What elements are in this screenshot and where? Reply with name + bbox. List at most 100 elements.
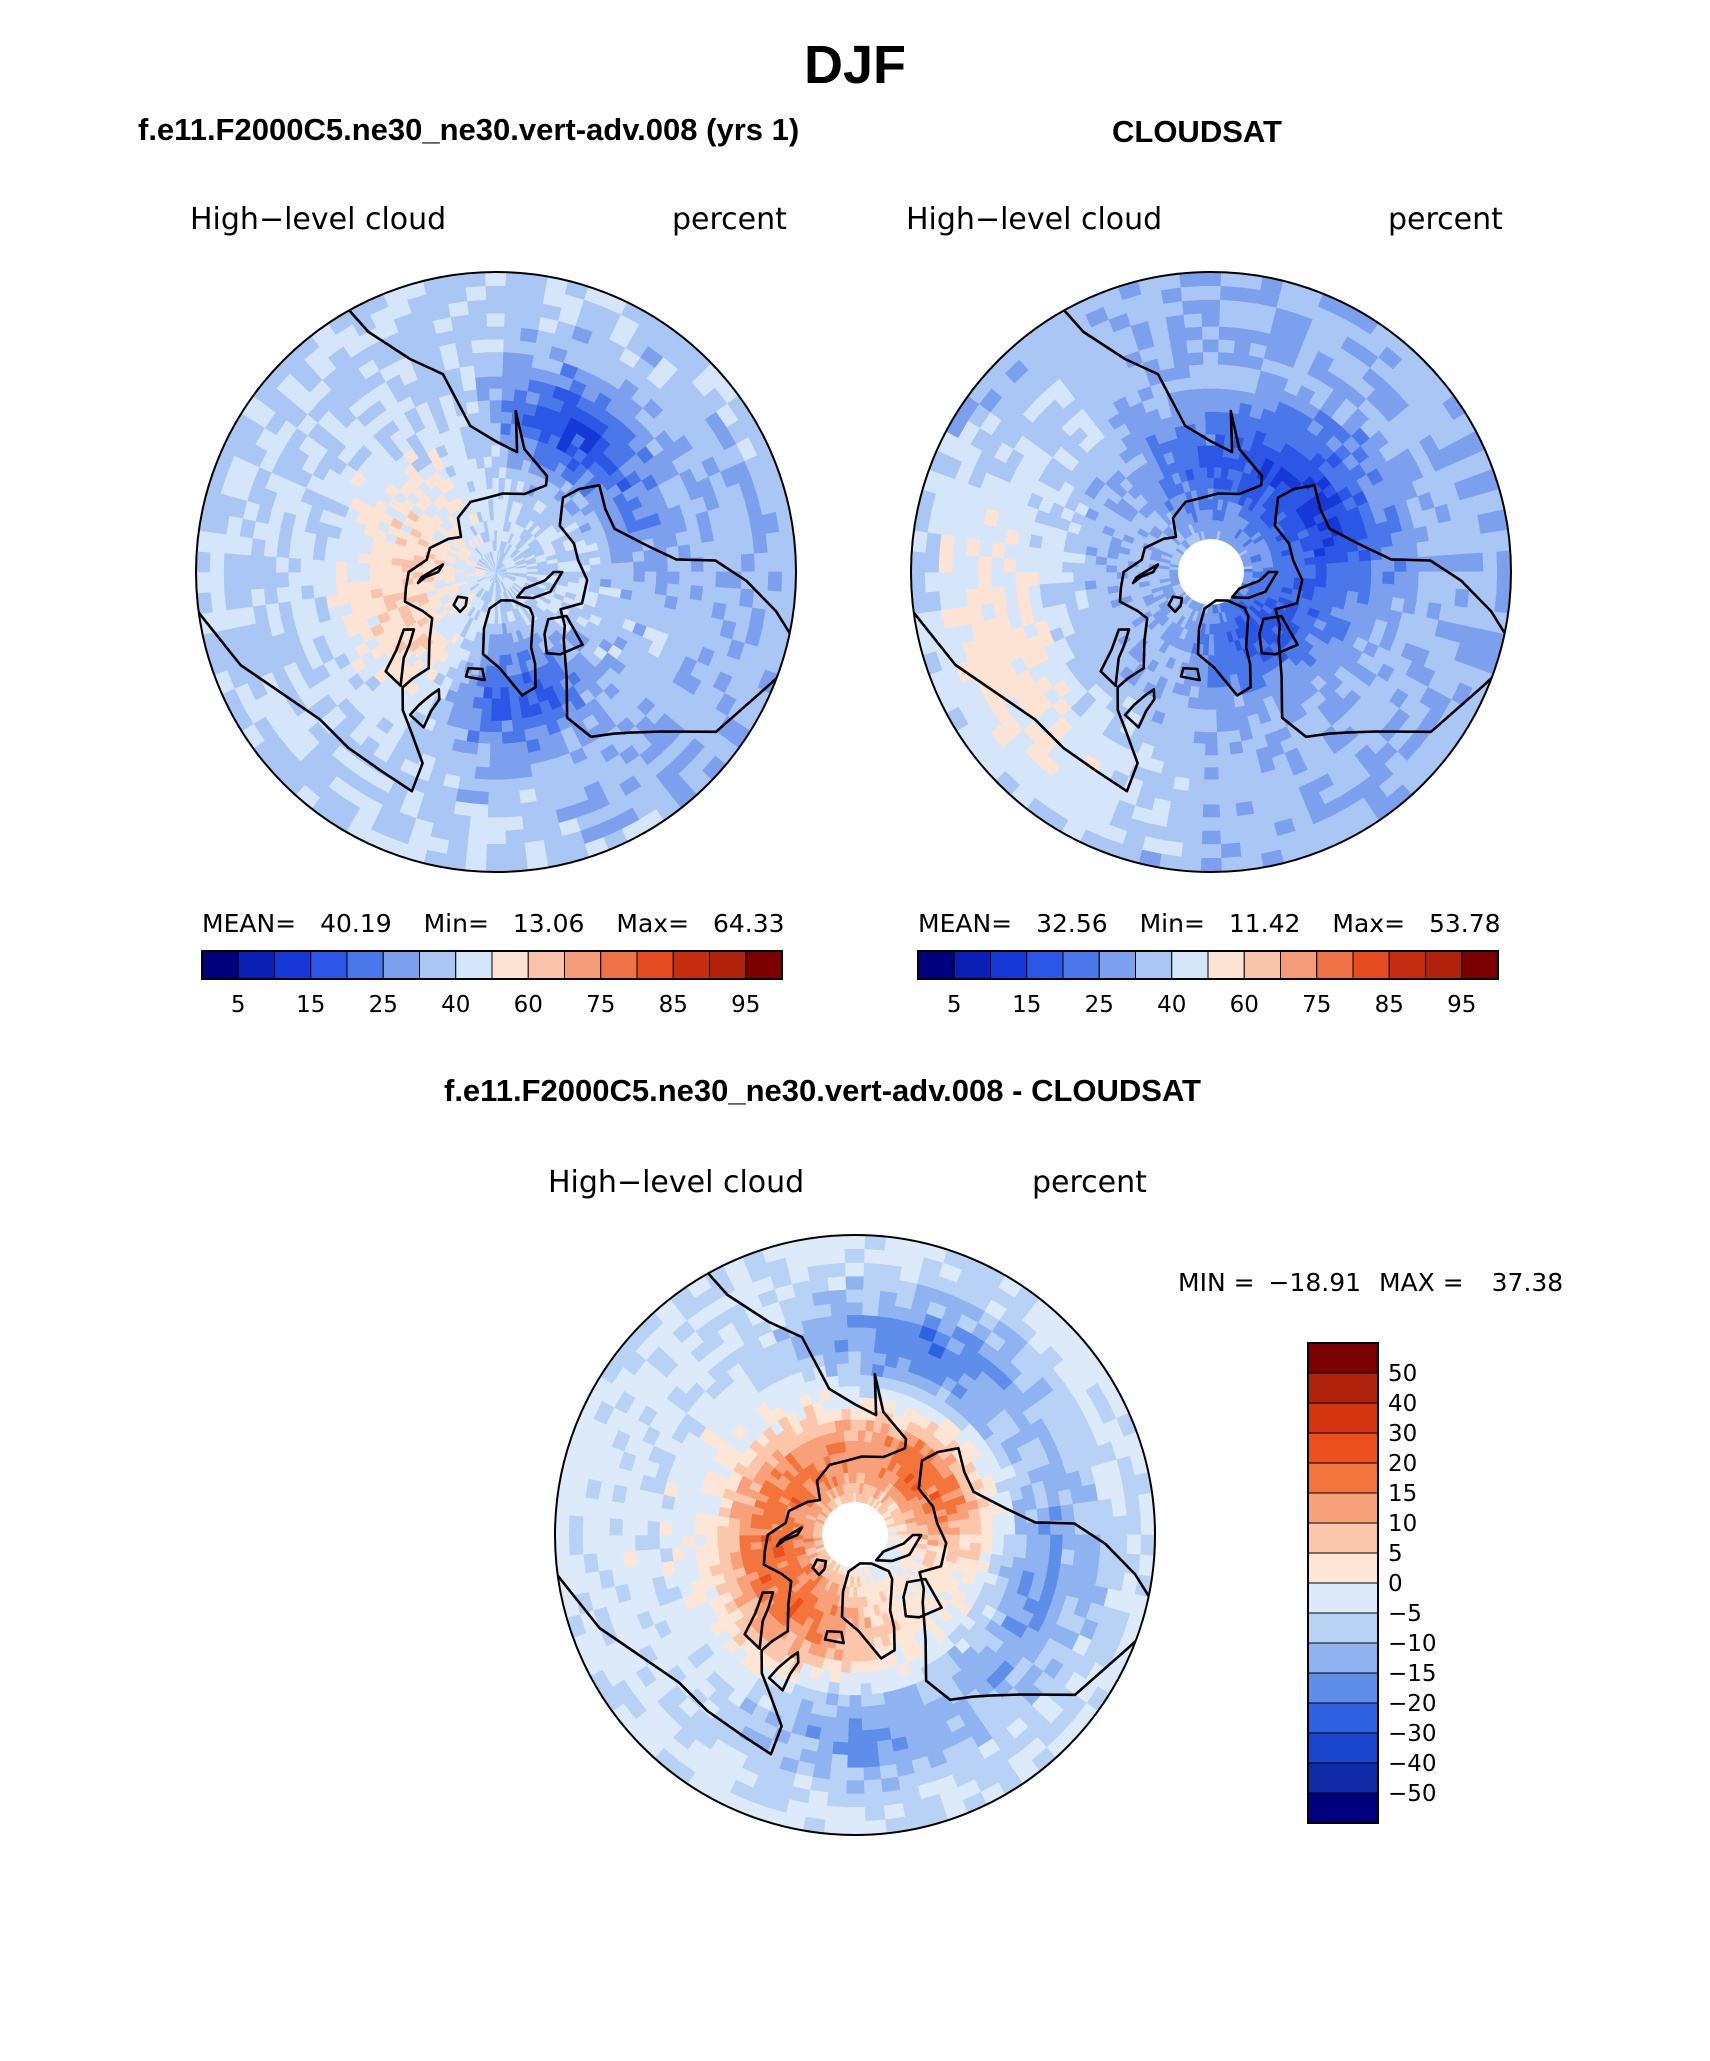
field-cell [1095,571,1108,581]
field-cell [966,537,982,557]
panel1-variable-label: High−level cloud [190,202,447,237]
field-cell [512,728,527,743]
panel2-max-value: 53.78 [1429,909,1501,938]
field-cell [1218,339,1236,355]
field-cell [610,1500,626,1520]
field-cell [569,1553,587,1576]
field-cell [300,557,314,573]
field-cell [676,584,692,600]
field-cell [938,571,954,592]
field-cell [1084,1550,1100,1570]
field-cell [1215,423,1227,436]
field-cell [209,551,226,573]
field-cell [555,1513,571,1536]
field-cell [472,352,490,367]
colorbar-tick-label: 25 [1085,992,1114,1018]
field-cell [690,571,704,587]
field-cell [263,586,279,605]
field-cell [844,1806,866,1821]
field-cell [1219,815,1239,831]
field-cell [485,272,507,287]
field-cell [583,1552,600,1574]
colorbar-tick-label: 25 [369,992,398,1018]
field-cell [465,285,487,303]
field-cell [1180,841,1202,859]
field-cell [463,389,479,404]
coastline-baffin [543,614,584,656]
colorbar-tick-label: 5 [947,992,962,1018]
panel3-title: f.e11.F2000C5.ne30_ne30.vert-adv.008 - C… [444,1073,1201,1108]
field-cell [475,456,486,470]
field-cell [492,644,500,656]
field-cell [1428,586,1444,605]
field-cell [978,571,993,589]
field-cell [335,571,349,584]
field-cell [481,697,493,710]
field-cell [455,787,474,804]
field-cell [336,549,350,563]
field-cell [347,561,360,573]
field-cell [503,339,521,355]
field-cell [1368,582,1383,597]
field-cell [1415,586,1431,604]
field-cell [823,1235,846,1252]
field-cell [504,299,525,316]
field-cell [471,435,484,449]
field-cell [642,581,656,595]
field-cell [823,1818,846,1835]
field-cell [1190,456,1201,470]
field-cell [1200,272,1222,287]
field-cell [1062,581,1076,594]
field-cell [1197,686,1208,699]
field-cell [1072,1549,1088,1568]
field-cell [610,562,623,573]
field-cell [938,552,954,573]
field-cell [196,571,212,594]
field-cell [468,313,488,329]
panel2-max-label: Max= [1332,909,1406,938]
field-cell [487,352,505,366]
field-cell [569,1494,587,1517]
field-cell [621,561,634,573]
field-cell [666,558,680,573]
map-boundary [195,271,797,873]
field-cell [1195,708,1207,721]
field-cell [828,1765,848,1781]
field-cell [1455,553,1470,573]
field-cell [489,400,503,413]
field-cell [1015,557,1029,573]
field-cell [1215,719,1229,733]
field-cell [476,388,491,402]
field-cell [477,400,491,414]
field-cell [209,571,226,593]
field-cell [489,731,503,744]
field-cell [465,401,480,416]
field-cell [1097,1551,1114,1572]
field-cell [609,1534,624,1553]
field-cell [596,1534,611,1554]
panel3-polar-map [554,1234,1156,1836]
field-cell [740,553,755,573]
field-cell [1230,365,1248,381]
field-cell [642,549,656,563]
field-cell [1027,558,1041,573]
field-cell [1325,562,1338,573]
field-cell [1176,751,1193,767]
field-cell [251,587,267,607]
field-cell [482,445,493,458]
colorbar-tick-label: 85 [659,992,688,1018]
field-cell [498,654,507,667]
field-cell [1466,533,1483,555]
field-cell [1220,285,1242,303]
field-cell [380,563,393,573]
field-cell [536,567,548,573]
field-cell [1220,855,1243,872]
field-cell [596,1516,611,1536]
field-cell [1123,1494,1141,1517]
field-cell [1325,571,1338,582]
field-cell [501,376,517,391]
field-cell [978,539,994,558]
field-cell [1207,477,1215,490]
field-cell [486,299,506,315]
field-cell [713,539,729,558]
